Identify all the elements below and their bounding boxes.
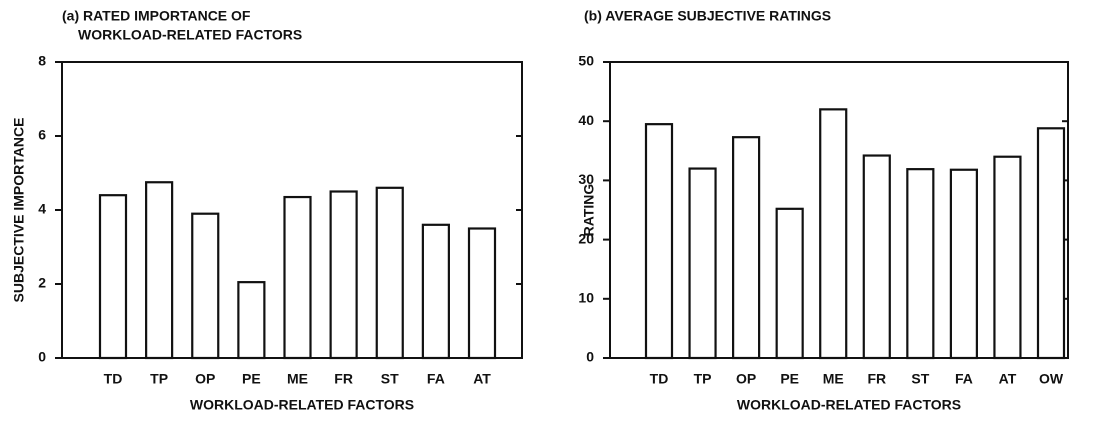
x-tick-label: PE [242,371,261,387]
y-axis-label: RATING [581,184,597,237]
x-tick-label: ST [381,371,399,387]
bar [949,168,978,360]
x-tick-label: ME [823,371,844,387]
y-tick-label: 0 [38,349,46,365]
y-tick-label: 2 [38,275,46,291]
x-tick-label: OP [195,371,215,387]
y-axis-label: SUBJECTIVE IMPORTANCE [11,118,27,303]
bar [993,155,1022,360]
y-tick-label: 10 [578,290,594,306]
bar [732,136,761,360]
bar [862,154,891,360]
x-axis-label: WORKLOAD-RELATED FACTORS [190,397,414,413]
bar [644,123,674,360]
y-tick-label: 50 [578,53,594,69]
y-tick-label: 4 [38,201,46,217]
y-tick-label: 0 [586,349,594,365]
x-tick-label: ME [287,371,308,387]
bar [329,190,358,360]
x-tick-label: AT [473,371,491,387]
x-tick-label: FA [955,371,973,387]
x-tick-label: TD [650,371,669,387]
bar [145,181,174,360]
x-tick-label: ST [911,371,929,387]
bar [421,223,450,360]
bar [375,186,404,360]
x-tick-label: TD [104,371,123,387]
bar [191,212,220,360]
x-axis-label: WORKLOAD-RELATED FACTORS [737,397,961,413]
bar [688,167,717,360]
x-tick-label: OW [1039,371,1064,387]
chart-title: WORKLOAD-RELATED FACTORS [78,27,302,43]
y-tick-label: 8 [38,53,46,69]
x-tick-label: PE [780,371,799,387]
x-tick-label: FR [334,371,353,387]
y-tick-label: 6 [38,127,46,143]
chart-title: (a) RATED IMPORTANCE OF [62,8,251,24]
x-tick-label: OP [736,371,756,387]
chart-title: (b) AVERAGE SUBJECTIVE RATINGS [584,8,831,24]
x-tick-label: AT [999,371,1017,387]
bar [283,195,312,360]
bar [819,108,848,360]
bar [1036,127,1066,360]
y-tick-label: 20 [578,230,594,246]
bar [775,207,804,360]
bar [906,168,935,360]
bar [237,281,266,360]
bar [98,194,128,360]
x-tick-label: FA [427,371,445,387]
bar [467,227,497,360]
y-tick-label: 30 [578,171,594,187]
y-tick-label: 40 [578,112,594,128]
x-tick-label: TP [150,371,168,387]
x-tick-label: TP [694,371,712,387]
x-tick-label: FR [867,371,886,387]
